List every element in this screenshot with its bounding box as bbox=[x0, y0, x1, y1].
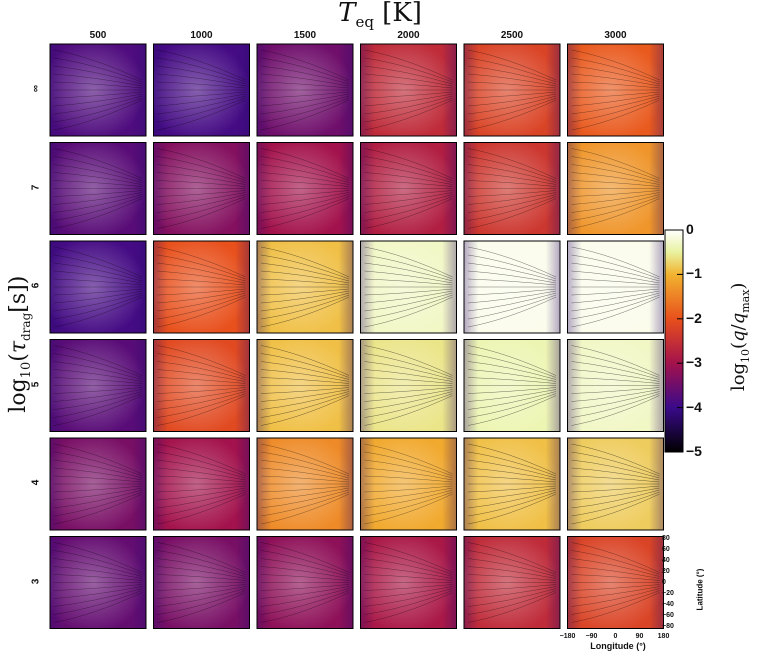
latitude-tick-label: 40 bbox=[662, 556, 670, 564]
cell-4-2500 bbox=[463, 437, 561, 531]
cell-3-1000 bbox=[153, 536, 250, 629]
column-label-3000: 3000 bbox=[604, 30, 627, 41]
latitude-tick-label: −40 bbox=[662, 600, 674, 608]
column-label-1500: 1500 bbox=[293, 30, 317, 41]
latitude-tick-label: 0 bbox=[662, 578, 666, 586]
cell-7-2000 bbox=[360, 142, 457, 235]
cell-5-2500 bbox=[463, 339, 561, 432]
latitude-tick-label: 20 bbox=[662, 567, 670, 575]
cell-∞-1500 bbox=[256, 43, 354, 137]
cell-6-500 bbox=[49, 240, 147, 334]
cell-∞-500 bbox=[49, 43, 147, 137]
colorbar bbox=[664, 229, 684, 453]
latitude-tick-label: 60 bbox=[662, 545, 670, 553]
cell-∞-1000 bbox=[153, 43, 250, 137]
cell-5-3000 bbox=[567, 339, 664, 432]
cell-7-1500 bbox=[256, 142, 354, 235]
colorbar-tick-label: 0 bbox=[686, 221, 694, 237]
cell-3-2000 bbox=[360, 536, 457, 629]
cell-6-3000 bbox=[567, 240, 664, 334]
cell-4-500 bbox=[49, 437, 147, 531]
cell-4-1000 bbox=[153, 437, 250, 531]
latitude-tick-label: 80 bbox=[662, 534, 670, 542]
cell-4-1500 bbox=[256, 437, 354, 531]
cell-3-500 bbox=[49, 536, 147, 629]
cell-∞-2000 bbox=[360, 43, 457, 137]
colorbar-label: log10(q/qmax) bbox=[728, 282, 752, 392]
cell-7-3000 bbox=[567, 142, 664, 235]
latitude-tick-label: −60 bbox=[662, 611, 674, 619]
cell-7-2500 bbox=[463, 142, 561, 235]
cell-6-2000 bbox=[360, 240, 457, 334]
cell-7-1000 bbox=[153, 142, 250, 235]
colorbar-tick-label: −1 bbox=[686, 265, 702, 282]
longitude-tick-label: 180 bbox=[657, 633, 670, 640]
chart-title: Teq [K] bbox=[338, 0, 422, 32]
colorbar-tick-label: −2 bbox=[686, 309, 702, 326]
cell-5-1000 bbox=[153, 339, 250, 432]
cell-∞-2500 bbox=[463, 43, 561, 137]
cell-4-2000 bbox=[360, 437, 457, 531]
cell-5-2000 bbox=[360, 339, 457, 432]
longitude-axis-label: Longitude (°) bbox=[590, 641, 646, 651]
cell-3-1500 bbox=[256, 536, 354, 629]
cell-4-3000 bbox=[567, 437, 664, 531]
colorbar-tick-label: −3 bbox=[686, 354, 702, 371]
latitude-tick-label: −80 bbox=[662, 622, 674, 630]
cell-5-1500 bbox=[256, 339, 354, 432]
longitude-tick-label: −90 bbox=[585, 633, 598, 640]
cell-3-3000 bbox=[567, 536, 664, 629]
column-label-2500: 2500 bbox=[500, 30, 524, 41]
cell-5-500 bbox=[49, 339, 147, 432]
cell-7-500 bbox=[49, 142, 147, 235]
latitude-axis-label: Latitude (°) bbox=[695, 568, 705, 611]
cell-6-1000 bbox=[153, 240, 250, 334]
longitude-tick-label: 90 bbox=[635, 633, 644, 640]
column-label-1000: 1000 bbox=[190, 30, 213, 41]
column-label-500: 500 bbox=[89, 30, 107, 41]
longitude-tick-label: −180 bbox=[559, 633, 576, 640]
cell-∞-3000 bbox=[567, 43, 664, 137]
cell-6-1500 bbox=[256, 240, 354, 334]
cell-6-2500 bbox=[463, 240, 561, 334]
colorbar-tick-label: −4 bbox=[686, 398, 702, 415]
column-label-2000: 2000 bbox=[397, 30, 420, 41]
longitude-tick-label: 0 bbox=[613, 633, 618, 640]
cell-3-2500 bbox=[463, 536, 561, 629]
latitude-tick-label: −20 bbox=[662, 589, 674, 597]
colorbar-tick-label: −5 bbox=[686, 443, 702, 459]
